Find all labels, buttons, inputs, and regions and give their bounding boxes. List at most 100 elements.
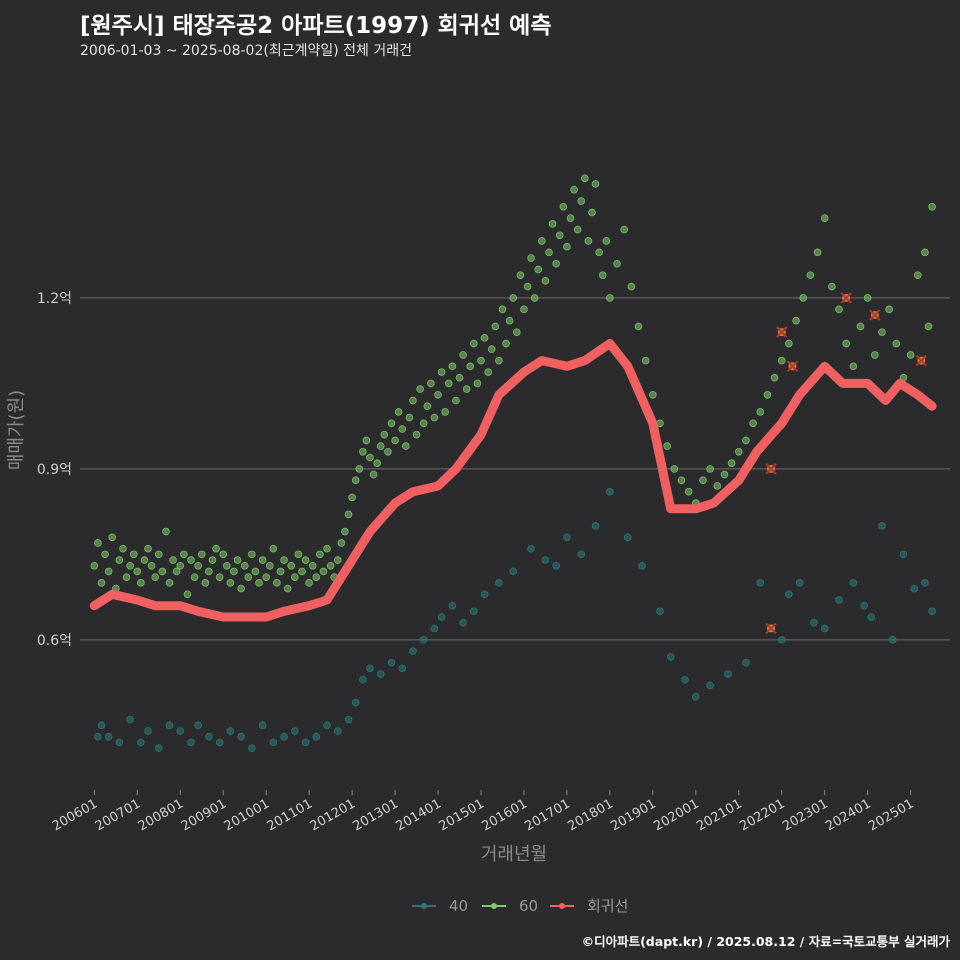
data-point-60 <box>104 567 113 576</box>
data-point-60 <box>280 556 288 564</box>
data-point-60 <box>584 237 593 245</box>
data-point-40 <box>888 636 897 644</box>
data-point-60 <box>742 436 750 445</box>
data-point-60 <box>634 322 643 331</box>
data-point-60 <box>563 242 571 251</box>
data-point-40 <box>795 579 804 587</box>
data-point-60 <box>842 339 850 348</box>
data-point-60 <box>97 579 106 587</box>
x-tick-label: 201001 <box>222 796 272 834</box>
data-point-40 <box>448 601 457 610</box>
data-point-60 <box>283 584 292 593</box>
y-axis-title: 매매가(원) <box>6 390 27 470</box>
data-point-60 <box>720 470 729 479</box>
data-point-40 <box>258 721 267 730</box>
data-point-60 <box>398 425 407 433</box>
data-point-40 <box>706 681 714 690</box>
data-point-60 <box>369 470 378 479</box>
data-point-40 <box>359 675 367 684</box>
x-tick-label: 201301 <box>351 796 401 834</box>
data-point-60 <box>126 561 134 570</box>
x-tick-label: 201501 <box>436 796 486 834</box>
data-point-60 <box>151 573 159 581</box>
data-point-60 <box>455 373 464 382</box>
data-point-60 <box>835 305 843 314</box>
data-point-60 <box>222 561 231 570</box>
data-point-60 <box>677 476 686 485</box>
data-point-40 <box>301 738 310 747</box>
data-point-60 <box>734 447 743 456</box>
data-point-60 <box>598 271 607 279</box>
data-point-60 <box>459 351 467 359</box>
data-point-60 <box>452 396 460 405</box>
x-tick-label: 200901 <box>179 796 229 834</box>
data-point-40 <box>623 533 632 542</box>
data-point-60 <box>434 391 442 399</box>
legend-label: 회귀선 <box>587 897 628 915</box>
data-point-60 <box>262 573 270 581</box>
data-point-60 <box>573 225 582 234</box>
x-tick-label: 201201 <box>308 796 358 834</box>
data-point-60 <box>194 561 202 570</box>
chart-title: [원주시] 태장주공2 아파트(1997) 회귀선 예측 <box>80 13 552 39</box>
data-point-60 <box>649 391 657 399</box>
data-point-40 <box>269 738 278 747</box>
data-point-60 <box>316 550 324 559</box>
data-point-60 <box>473 379 482 388</box>
data-point-40 <box>921 579 929 587</box>
data-point-60 <box>849 362 858 371</box>
data-point-60 <box>226 579 235 587</box>
data-point-40 <box>387 658 396 667</box>
data-point-60 <box>144 544 152 553</box>
data-point-40 <box>910 584 918 593</box>
data-point-60 <box>448 362 457 371</box>
data-point-60 <box>577 197 586 205</box>
data-point-60 <box>154 550 163 559</box>
data-point-40 <box>820 624 829 633</box>
data-point-60 <box>129 550 138 559</box>
data-point-60 <box>197 550 206 559</box>
data-point-40 <box>291 727 299 735</box>
data-point-40 <box>430 624 439 633</box>
data-point-60 <box>201 579 210 587</box>
x-tick-label: 201401 <box>394 796 444 834</box>
data-point-60 <box>892 339 901 348</box>
data-point-60 <box>512 328 521 336</box>
data-point-60 <box>520 305 528 314</box>
data-point-60 <box>172 567 181 576</box>
data-point-60 <box>101 550 109 559</box>
data-point-60 <box>878 328 886 336</box>
data-point-60 <box>147 561 156 570</box>
data-point-60 <box>480 334 489 342</box>
data-point-60 <box>813 248 822 257</box>
x-tick-label: 201101 <box>265 796 315 834</box>
data-point-60 <box>94 539 102 547</box>
data-point-60 <box>416 385 424 393</box>
data-point-40 <box>552 561 560 570</box>
data-point-40 <box>591 522 600 530</box>
data-point-60 <box>663 442 671 450</box>
data-point-60 <box>137 579 145 587</box>
data-point-60 <box>555 231 564 240</box>
data-point-40 <box>470 607 478 616</box>
data-point-60 <box>523 282 532 291</box>
data-point-60 <box>552 259 560 268</box>
data-point-40 <box>638 561 646 570</box>
data-point-40 <box>527 544 535 553</box>
cancelled-deal-markers <box>765 292 928 635</box>
data-point-60 <box>233 556 242 564</box>
data-point-60 <box>312 573 321 581</box>
data-point-60 <box>305 579 313 587</box>
data-point-60 <box>491 322 500 331</box>
data-point-60 <box>641 356 650 365</box>
data-point-60 <box>541 277 550 285</box>
data-point-60 <box>355 465 364 473</box>
data-point-60 <box>498 305 507 314</box>
data-point-60 <box>770 373 779 382</box>
data-point-60 <box>208 556 217 564</box>
data-point-60 <box>183 590 192 599</box>
data-point-60 <box>444 379 453 388</box>
data-point-60 <box>90 561 99 570</box>
data-point-40 <box>194 721 202 730</box>
